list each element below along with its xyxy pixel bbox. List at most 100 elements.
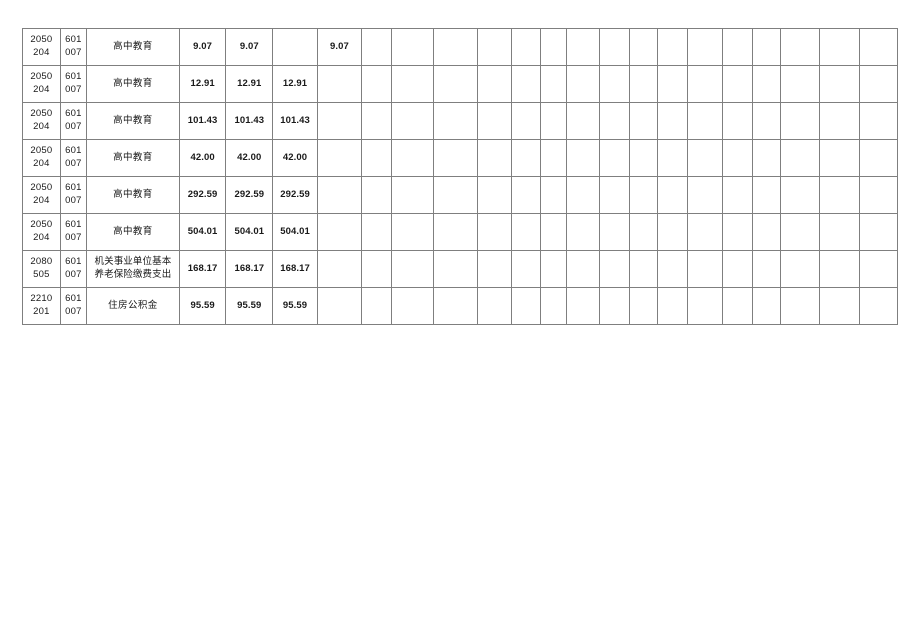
cell-item-name: 高中教育: [86, 139, 180, 177]
cell-empty: [858, 176, 898, 214]
cell-empty: [433, 65, 478, 103]
cell-empty: [360, 213, 392, 251]
cell-empty: [721, 287, 753, 325]
cell-empty: [360, 139, 392, 177]
cell-amount-2: 12.91: [225, 65, 274, 103]
cell-empty: [751, 139, 782, 177]
cell-economic-code: 601 007: [59, 139, 88, 177]
cell-empty: [390, 176, 435, 214]
cell-empty: [433, 139, 478, 177]
cell-empty: [476, 176, 512, 214]
cell-amount-2: 9.07: [225, 28, 274, 66]
cell-economic-code: 601 007: [59, 287, 88, 325]
cell-empty: [598, 250, 631, 288]
table-row: 2080 505 601 007 机关事业单位基本 养老保险缴费支出 168.17 168.1…: [22, 250, 898, 288]
cell-empty: [476, 287, 512, 325]
cell-empty: [858, 139, 898, 177]
cell-empty: [433, 287, 478, 325]
cell-empty: [780, 28, 821, 66]
cell-empty: [510, 102, 541, 140]
item-name-line-1: 高中教育: [113, 189, 153, 200]
function-code-line-2: 204: [33, 84, 50, 95]
cell-amount-2: 504.01: [225, 213, 274, 251]
cell-empty: [539, 139, 568, 177]
cell-empty: [598, 176, 631, 214]
cell-empty: [539, 287, 568, 325]
cell-empty: [510, 250, 541, 288]
cell-empty: [539, 213, 568, 251]
cell-empty: [858, 287, 898, 325]
cell-amount-3: 42.00: [272, 139, 318, 177]
cell-empty: [566, 102, 600, 140]
cell-empty: [476, 250, 512, 288]
cell-function-code: 2050 204: [22, 65, 61, 103]
cell-item-name: 高中教育: [86, 28, 180, 66]
cell-amount-2: 95.59: [225, 287, 274, 325]
cell-empty: [657, 176, 688, 214]
cell-empty: [686, 176, 723, 214]
cell-empty: [598, 213, 631, 251]
cell-empty: [780, 176, 821, 214]
cell-empty: [510, 213, 541, 251]
cell-amount-3: 101.43: [272, 102, 318, 140]
cell-empty: [657, 28, 688, 66]
item-name-line-1: 高中教育: [113, 115, 153, 126]
cell-empty: [819, 287, 860, 325]
table-row: 2050 204 601 007 高中教育 12.91 12.91 12.91: [22, 65, 898, 103]
cell-empty: [433, 176, 478, 214]
cell-amount-1: 9.07: [178, 28, 227, 66]
cell-empty: [686, 139, 723, 177]
cell-amount-2: 42.00: [225, 139, 274, 177]
cell-empty: [390, 213, 435, 251]
cell-empty: [751, 176, 782, 214]
cell-amount-4: [316, 65, 362, 103]
cell-item-name: 高中教育: [86, 176, 180, 214]
cell-amount-4: 9.07: [316, 28, 362, 66]
cell-empty: [819, 102, 860, 140]
cell-empty: [780, 287, 821, 325]
cell-empty: [686, 28, 723, 66]
cell-amount-3: 12.91: [272, 65, 318, 103]
item-name-line-2: 养老保险缴费支出: [94, 270, 172, 280]
cell-empty: [819, 213, 860, 251]
cell-amount-4: [316, 102, 362, 140]
cell-empty: [751, 102, 782, 140]
function-code-line-2: 204: [33, 121, 50, 132]
cell-empty: [566, 65, 600, 103]
cell-empty: [476, 28, 512, 66]
table-row: 2210 201 601 007 住房公积金 95.59 95.59 95.59: [22, 287, 898, 325]
economic-code-line-2: 007: [65, 158, 82, 169]
cell-empty: [539, 250, 568, 288]
cell-empty: [476, 139, 512, 177]
cell-economic-code: 601 007: [59, 213, 88, 251]
cell-amount-3: 95.59: [272, 287, 318, 325]
cell-empty: [629, 139, 659, 177]
economic-code-line-1: 601: [65, 219, 82, 231]
function-code-line-2: 204: [33, 47, 50, 58]
cell-empty: [780, 213, 821, 251]
cell-empty: [598, 28, 631, 66]
cell-empty: [598, 65, 631, 103]
cell-item-name: 高中教育: [86, 213, 180, 251]
item-name-line-1: 高中教育: [113, 152, 153, 163]
economic-code-line-2: 007: [65, 232, 82, 243]
cell-empty: [819, 65, 860, 103]
function-code-line-2: 201: [33, 306, 50, 317]
cell-empty: [598, 287, 631, 325]
cell-empty: [780, 102, 821, 140]
cell-amount-2: 101.43: [225, 102, 274, 140]
cell-empty: [657, 213, 688, 251]
cell-empty: [566, 28, 600, 66]
cell-empty: [433, 213, 478, 251]
cell-function-code: 2050 204: [22, 213, 61, 251]
function-code-line-2: 204: [33, 232, 50, 243]
cell-empty: [751, 287, 782, 325]
economic-code-line-1: 601: [65, 34, 82, 46]
table-row: 2050 204 601 007 高中教育 42.00 42.00 42.00: [22, 139, 898, 177]
table-row: 2050 204 601 007 高中教育 101.43 101.43 101.43: [22, 102, 898, 140]
cell-amount-1: 292.59: [178, 176, 227, 214]
cell-empty: [858, 28, 898, 66]
function-code-line-1: 2210: [30, 293, 53, 305]
cell-empty: [433, 250, 478, 288]
cell-empty: [390, 28, 435, 66]
